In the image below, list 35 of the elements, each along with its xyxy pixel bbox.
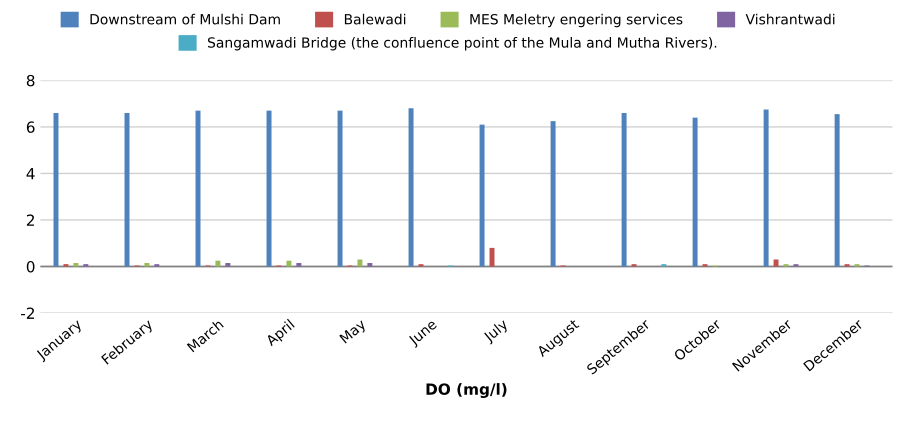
legend-label: Vishrantwadi xyxy=(746,14,834,25)
bar xyxy=(144,263,150,266)
bar xyxy=(357,260,362,266)
y-tick-label: 0 xyxy=(26,260,34,273)
bar xyxy=(215,260,220,266)
x-tick-label: May xyxy=(339,318,368,346)
legend-label: Sangamwadi Bridge (the confluence point of the Mula and Mutha Rivers). xyxy=(208,37,716,50)
legend-label: MES Meletry engering services xyxy=(470,14,682,28)
bar xyxy=(73,263,78,266)
bar xyxy=(338,110,343,266)
bar xyxy=(367,263,372,266)
bar xyxy=(834,114,840,266)
legend-label: Balewadi xyxy=(344,14,406,25)
bar xyxy=(480,124,485,266)
y-tick-label: 6 xyxy=(26,121,35,133)
y-tick-label: 4 xyxy=(26,168,35,180)
y-tick-label: 2 xyxy=(26,214,34,226)
bar xyxy=(692,118,698,266)
bar xyxy=(408,108,414,266)
bar xyxy=(490,248,494,266)
bar xyxy=(124,112,130,266)
y-tick-label: -2 xyxy=(21,307,34,319)
legend-label: Downstream of Mulshi Dam xyxy=(90,14,280,25)
y-tick-label: 8 xyxy=(26,74,34,86)
bar xyxy=(622,112,627,266)
bar xyxy=(196,110,200,266)
bar xyxy=(764,109,769,266)
bar xyxy=(266,110,272,266)
bar xyxy=(550,121,556,266)
bar xyxy=(296,263,302,266)
bar xyxy=(774,260,779,266)
bar xyxy=(54,112,58,266)
bar xyxy=(286,260,292,266)
x-axis-title: DO (mg/l) xyxy=(426,383,506,398)
bar xyxy=(225,263,230,266)
